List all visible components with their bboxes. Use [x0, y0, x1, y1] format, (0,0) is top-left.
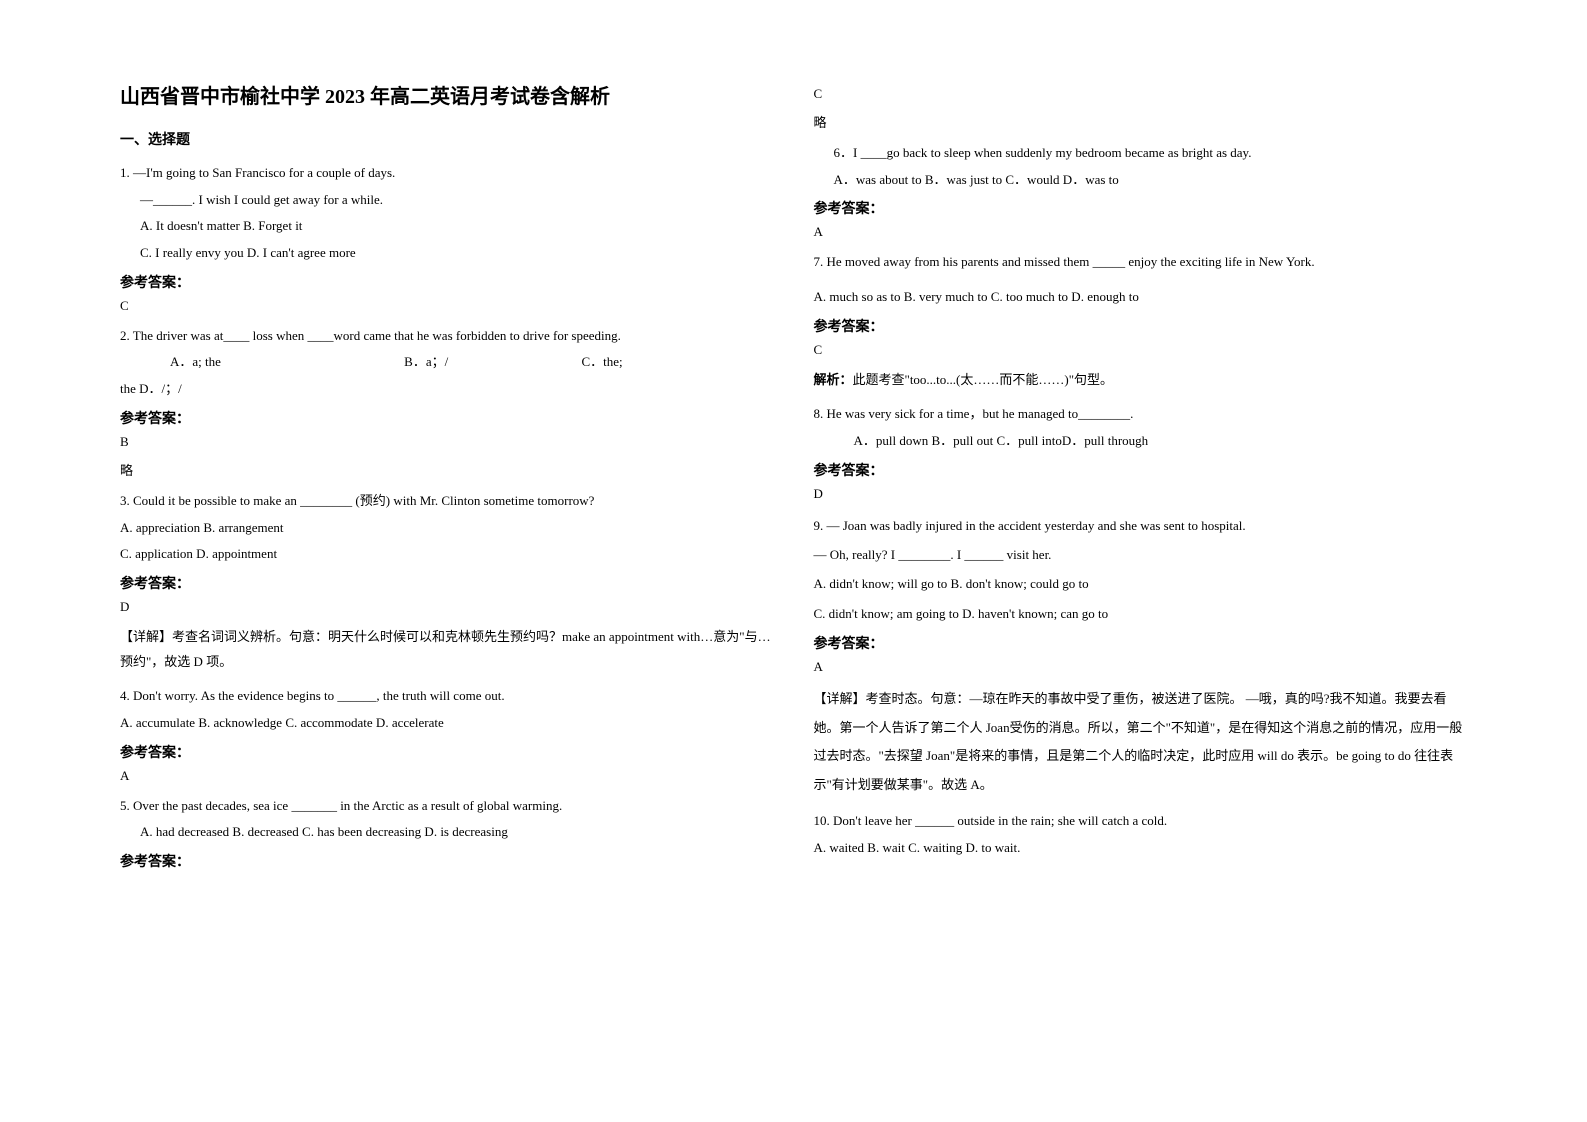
- q8-options: A．pull down B．pull out C．pull intoD．pull…: [814, 429, 1468, 454]
- q9-options-ab: A. didn't know; will go to B. don't know…: [814, 570, 1468, 597]
- q3-answer-label: 参考答案：: [120, 573, 774, 593]
- q1-answer-label: 参考答案：: [120, 272, 774, 292]
- q10-options: A. waited B. wait C. waiting D. to wait.: [814, 836, 1468, 861]
- q2-opt-c: C．the;: [581, 354, 622, 369]
- q7-answer: C: [814, 342, 1468, 358]
- q5-answer: C: [814, 86, 1468, 102]
- question-1: 1. —I'm going to San Francisco for a cou…: [120, 161, 774, 266]
- q2-options-row: A．a; the B．a；/ C．the;: [120, 350, 774, 375]
- question-9: 9. — Joan was badly injured in the accid…: [814, 512, 1468, 627]
- q9-options-cd: C. didn't know; am going to D. haven't k…: [814, 600, 1468, 627]
- q6-line1: 6．I ____go back to sleep when suddenly m…: [814, 141, 1468, 166]
- q2-line1: 2. The driver was at____ loss when ____w…: [120, 324, 774, 349]
- left-column: 山西省晋中市榆社中学 2023 年高二英语月考试卷含解析 一、选择题 1. —I…: [100, 80, 794, 1082]
- question-4: 4. Don't worry. As the evidence begins t…: [120, 684, 774, 735]
- q7-explain-label: 解析：: [814, 372, 853, 387]
- q9-line2: — Oh, really? I ________. I ______ visit…: [814, 541, 1468, 568]
- q7-line1: 7. He moved away from his parents and mi…: [814, 250, 1468, 275]
- q9-explain: 【详解】考查时态。句意：—琼在昨天的事故中受了重伤，被送进了医院。 —哦，真的吗…: [814, 685, 1468, 799]
- q9-answer: A: [814, 659, 1468, 675]
- q10-line1: 10. Don't leave her ______ outside in th…: [814, 809, 1468, 834]
- document-title: 山西省晋中市榆社中学 2023 年高二英语月考试卷含解析: [120, 80, 774, 109]
- question-2: 2. The driver was at____ loss when ____w…: [120, 324, 774, 402]
- q6-options: A．was about to B．was just to C．would D．w…: [814, 168, 1468, 193]
- q5-lue: 略: [814, 112, 1468, 131]
- q7-options: A. much so as to B. very much to C. too …: [814, 285, 1468, 310]
- q4-answer-label: 参考答案：: [120, 742, 774, 762]
- q2-lue: 略: [120, 460, 774, 479]
- q1-answer: C: [120, 298, 774, 314]
- q1-options-ab: A. It doesn't matter B. Forget it: [120, 214, 774, 239]
- right-column: C 略 6．I ____go back to sleep when sudden…: [794, 80, 1488, 1082]
- q2-answer: B: [120, 434, 774, 450]
- q3-explain: 【详解】考查名词词义辨析。句意：明天什么时候可以和克林顿先生预约吗？make a…: [120, 625, 774, 674]
- q8-line1: 8. He was very sick for a time，but he ma…: [814, 402, 1468, 427]
- q4-line1: 4. Don't worry. As the evidence begins t…: [120, 684, 774, 709]
- q3-line1: 3. Could it be possible to make an _____…: [120, 489, 774, 514]
- q2-line3: the D．/；/: [120, 377, 774, 402]
- q3-answer: D: [120, 599, 774, 615]
- q9-answer-label: 参考答案：: [814, 633, 1468, 653]
- q6-answer: A: [814, 224, 1468, 240]
- question-6: 6．I ____go back to sleep when suddenly m…: [814, 141, 1468, 192]
- q9-line1: 9. — Joan was badly injured in the accid…: [814, 512, 1468, 539]
- q5-answer-label: 参考答案：: [120, 851, 774, 871]
- q2-answer-label: 参考答案：: [120, 408, 774, 428]
- section-1-heading: 一、选择题: [120, 129, 774, 149]
- q8-answer: D: [814, 486, 1468, 502]
- q6-answer-label: 参考答案：: [814, 198, 1468, 218]
- q7-explain-text: 此题考查"too...to...(太……而不能……)"句型。: [853, 372, 1114, 387]
- q4-options: A. accumulate B. acknowledge C. accommod…: [120, 711, 774, 736]
- q1-line2: —______. I wish I could get away for a w…: [120, 188, 774, 213]
- question-7: 7. He moved away from his parents and mi…: [814, 250, 1468, 309]
- question-5: 5. Over the past decades, sea ice ______…: [120, 794, 774, 845]
- q7-answer-label: 参考答案：: [814, 316, 1468, 336]
- question-10: 10. Don't leave her ______ outside in th…: [814, 809, 1468, 860]
- q5-options: A. had decreased B. decreased C. has bee…: [120, 820, 774, 845]
- q3-options-ab: A. appreciation B. arrangement: [120, 516, 774, 541]
- q7-explain: 解析：此题考查"too...to...(太……而不能……)"句型。: [814, 368, 1468, 393]
- q1-options-cd: C. I really envy you D. I can't agree mo…: [120, 241, 774, 266]
- q8-answer-label: 参考答案：: [814, 460, 1468, 480]
- question-3: 3. Could it be possible to make an _____…: [120, 489, 774, 567]
- q2-opt-a: A．a; the: [170, 354, 221, 369]
- q3-options-cd: C. application D. appointment: [120, 542, 774, 567]
- q5-line1: 5. Over the past decades, sea ice ______…: [120, 794, 774, 819]
- q2-opt-b: B．a；/: [404, 354, 448, 369]
- question-8: 8. He was very sick for a time，but he ma…: [814, 402, 1468, 453]
- q4-answer: A: [120, 768, 774, 784]
- q1-line1: 1. —I'm going to San Francisco for a cou…: [120, 161, 774, 186]
